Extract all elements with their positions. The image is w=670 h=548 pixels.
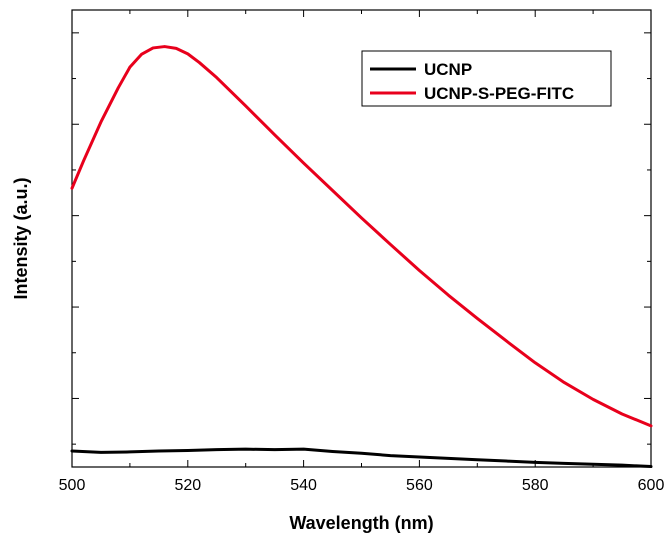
x-axis-title: Wavelength (nm) [289,513,433,533]
series-lines [70,45,653,469]
series-line-ucnp-s-peg-fitc [70,45,653,428]
x-tick-label: 580 [522,477,549,494]
axis-ticks [71,10,652,467]
legend-label-ucnp-s-peg-fitc: UCNP-S-PEG-FITC [424,84,574,103]
x-tick-label: 560 [406,477,433,494]
legend: UCNP UCNP-S-PEG-FITC [361,50,612,107]
x-tick-label: 600 [638,477,665,494]
y-axis-title: Intensity (a.u.) [11,177,31,299]
legend-box [361,50,612,107]
legend-label-ucnp: UCNP [424,60,472,79]
x-tick-label: 540 [290,477,317,494]
series-line-ucnp [70,447,653,469]
x-tick-label: 520 [174,477,201,494]
x-tick-labels: 500 520 540 560 580 600 [59,477,665,494]
x-tick-label: 500 [59,477,86,494]
